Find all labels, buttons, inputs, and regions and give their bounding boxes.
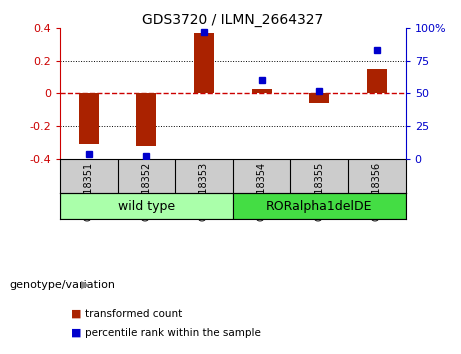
Text: genotype/variation: genotype/variation (9, 280, 115, 290)
Text: GSM518352: GSM518352 (142, 161, 151, 221)
Bar (252, 88, 272, 93)
Text: GSM518351: GSM518351 (84, 161, 94, 221)
Text: wild type: wild type (118, 200, 175, 213)
Bar (194, 33, 214, 93)
FancyBboxPatch shape (233, 193, 406, 219)
Text: transformed count: transformed count (85, 309, 183, 319)
Text: ▶: ▶ (81, 280, 89, 290)
Text: GSM518356: GSM518356 (372, 161, 382, 221)
Title: GDS3720 / ILMN_2664327: GDS3720 / ILMN_2664327 (142, 13, 324, 27)
Text: ■: ■ (71, 328, 82, 338)
Text: percentile rank within the sample: percentile rank within the sample (85, 329, 261, 338)
Text: RORalpha1delDE: RORalpha1delDE (266, 200, 372, 213)
Text: ■: ■ (71, 308, 82, 318)
Text: GSM518353: GSM518353 (199, 161, 209, 221)
Bar (136, 93, 156, 145)
FancyBboxPatch shape (60, 193, 233, 219)
Text: GSM518354: GSM518354 (257, 161, 266, 221)
Bar (367, 69, 387, 93)
Bar (79, 93, 99, 144)
Text: GSM518355: GSM518355 (314, 161, 324, 221)
Bar (309, 93, 329, 103)
